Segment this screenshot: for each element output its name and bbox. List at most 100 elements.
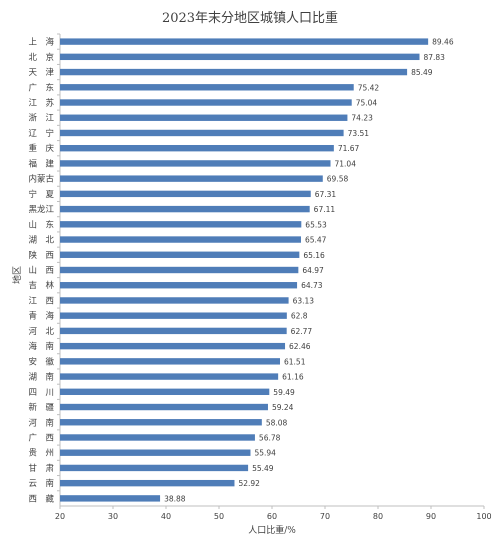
bar <box>60 53 420 61</box>
value-label: 38.88 <box>164 494 186 503</box>
bar <box>60 434 255 441</box>
bar <box>60 419 262 426</box>
value-label: 56.78 <box>259 433 281 442</box>
bar <box>60 129 344 137</box>
category-label: 上 海 <box>28 37 54 48</box>
value-label: 85.49 <box>411 68 433 77</box>
category-label: 内蒙古 <box>28 174 54 185</box>
value-label: 75.04 <box>356 99 378 108</box>
value-label: 65.16 <box>303 251 325 260</box>
category-label: 甘 肃 <box>28 463 54 474</box>
bar <box>60 297 289 304</box>
value-label: 74.23 <box>351 114 373 123</box>
value-label: 62.77 <box>291 327 313 336</box>
bar <box>60 449 251 456</box>
value-label: 67.11 <box>314 205 336 214</box>
category-label: 北 京 <box>28 52 54 63</box>
bar <box>60 282 298 289</box>
value-label: 87.83 <box>423 53 445 62</box>
bar <box>60 114 348 121</box>
value-label: 59.49 <box>273 388 295 397</box>
value-label: 59.24 <box>272 403 294 412</box>
category-label: 宁 夏 <box>28 189 54 200</box>
value-label: 89.46 <box>432 38 454 47</box>
category-label: 湖 南 <box>28 372 54 383</box>
value-label: 73.51 <box>348 129 370 138</box>
category-label: 浙 江 <box>28 113 54 124</box>
chart-title: 2023年末分地区城镇人口比重 <box>162 10 338 26</box>
x-tick-label: 80 <box>373 512 383 521</box>
category-label: 新 疆 <box>28 402 54 413</box>
plot-area: 20 30 40 50 60 70 80 90 100 上 海 89.46 北 京 87.83 天 津 85… <box>28 33 492 521</box>
bar <box>60 160 331 167</box>
x-tick-label: 30 <box>108 512 118 521</box>
bar <box>60 236 301 243</box>
category-label: 吉 林 <box>28 280 54 291</box>
bar <box>60 144 334 152</box>
bar <box>60 99 352 106</box>
bar <box>60 251 300 258</box>
value-label: 61.16 <box>282 373 304 382</box>
x-tick-label: 20 <box>55 512 65 521</box>
category-label: 广 东 <box>28 82 54 93</box>
bar <box>60 38 429 45</box>
category-label: 辽 宁 <box>28 128 54 139</box>
value-label: 65.53 <box>305 220 327 229</box>
category-label: 江 苏 <box>28 98 54 109</box>
x-tick-label: 100 <box>476 512 491 521</box>
category-label: 西 藏 <box>28 493 54 504</box>
bar <box>60 342 286 350</box>
value-label: 63.13 <box>293 296 315 305</box>
bar <box>60 68 408 76</box>
category-label: 江 西 <box>28 296 54 306</box>
bar <box>60 479 235 487</box>
category-label: 广 西 <box>28 432 54 443</box>
bar <box>60 358 281 365</box>
x-tick-label: 90 <box>426 512 436 521</box>
value-label: 65.47 <box>305 236 327 245</box>
category-label: 四 川 <box>28 388 54 398</box>
bar <box>60 388 270 396</box>
bar <box>60 403 268 411</box>
value-label: 64.73 <box>301 281 323 290</box>
value-label: 62.8 <box>291 312 308 321</box>
category-label: 青 海 <box>28 311 54 322</box>
category-label: 黑龙江 <box>28 204 54 215</box>
category-label: 海 南 <box>28 341 54 352</box>
category-label: 陕 西 <box>28 250 54 261</box>
value-label: 58.08 <box>266 418 288 427</box>
bar <box>60 175 323 182</box>
category-label: 湖 北 <box>28 236 54 246</box>
category-label: 安 徽 <box>28 356 54 367</box>
value-label: 62.46 <box>289 342 311 351</box>
x-tick-label: 50 <box>214 512 224 521</box>
bar <box>60 84 354 91</box>
bar <box>60 221 302 228</box>
value-label: 61.51 <box>284 357 306 366</box>
bar <box>60 312 287 319</box>
category-label: 贵 州 <box>28 448 54 459</box>
category-label: 河 北 <box>28 326 54 337</box>
value-label: 67.31 <box>315 190 337 199</box>
category-label: 山 东 <box>28 219 54 230</box>
category-label: 河 南 <box>28 417 54 428</box>
value-label: 55.94 <box>254 449 276 458</box>
bar <box>60 190 311 198</box>
x-tick-label: 60 <box>267 512 277 521</box>
category-label: 山 西 <box>28 265 54 276</box>
bar <box>60 464 249 472</box>
category-label: 福 建 <box>28 158 54 169</box>
bar <box>60 205 310 213</box>
bar <box>60 266 299 274</box>
category-label: 天 津 <box>28 67 54 78</box>
bar <box>60 327 287 335</box>
y-axis-label: 地区 <box>11 266 23 284</box>
category-label: 云 南 <box>28 478 54 489</box>
value-label: 55.49 <box>252 464 274 473</box>
bar <box>60 495 161 502</box>
x-tick-label: 40 <box>161 512 171 521</box>
x-axis-label: 人口比重/% <box>248 524 296 536</box>
value-label: 75.42 <box>358 83 380 92</box>
category-label: 重 庆 <box>28 143 54 154</box>
